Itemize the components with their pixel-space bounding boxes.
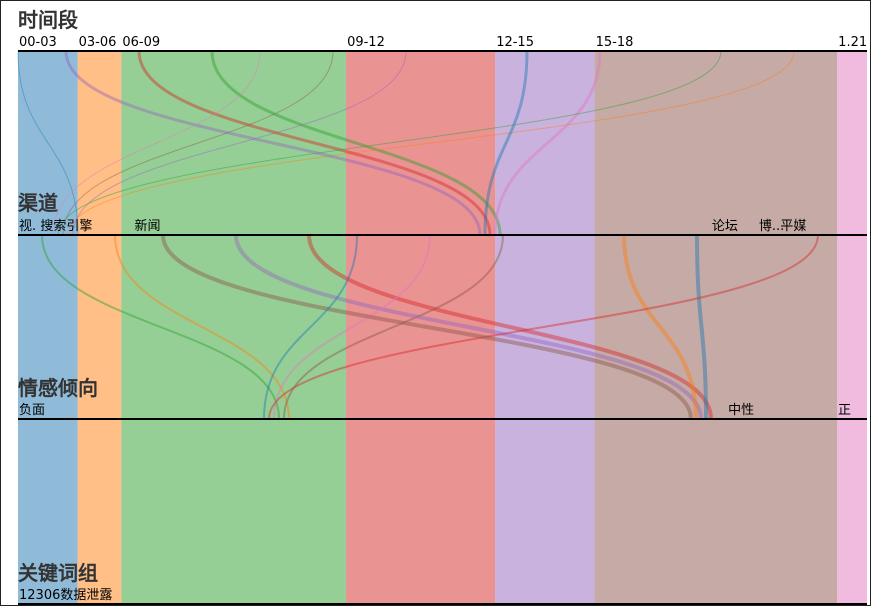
thin-link [161, 234, 693, 420]
thin-link [283, 234, 504, 420]
thin-link [52, 50, 261, 236]
ribbon-band [346, 51, 496, 235]
thin-link [695, 234, 708, 420]
thin-link [17, 50, 79, 236]
thin-links [17, 50, 819, 420]
thin-link [263, 234, 358, 420]
thin-link [114, 234, 290, 420]
thin-link [622, 234, 698, 420]
ribbon-band [594, 51, 838, 235]
category-label[interactable]: 论坛 [712, 219, 738, 234]
category-label[interactable]: 搜索引擎 [40, 219, 92, 234]
ribbons [18, 51, 867, 604]
category-label[interactable]: 博... [759, 219, 784, 234]
category-label[interactable]: 负面 [19, 403, 45, 418]
ribbon-band [346, 419, 496, 604]
category-label[interactable]: 12-15 [496, 35, 534, 50]
ribbon-band [495, 51, 595, 235]
category-label[interactable]: 00-03 [19, 35, 57, 50]
thin-link [137, 50, 492, 236]
category-label[interactable]: 平媒 [780, 219, 806, 234]
dimension-title: 时间段 [18, 8, 78, 32]
thin-link [67, 50, 795, 236]
thin-link [72, 50, 407, 236]
ribbon-band [594, 419, 838, 604]
dimension-title: 情感倾向 [18, 376, 98, 400]
category-label[interactable]: 中性 [728, 403, 754, 418]
category-label[interactable]: 12306数据泄露 [19, 588, 112, 603]
category-label[interactable]: 新闻 [134, 218, 160, 234]
ribbon-band [495, 419, 595, 604]
thin-link [41, 234, 280, 420]
ribbon-band [77, 419, 122, 604]
ribbon-band [121, 235, 347, 419]
ribbon-band [594, 235, 838, 419]
ribbon-band [18, 419, 78, 604]
thin-link [493, 50, 602, 236]
ribbon-band [346, 235, 496, 419]
category-label[interactable]: 03-06 [79, 35, 117, 50]
thin-link [57, 50, 722, 236]
ribbon-band [495, 235, 595, 419]
thin-link [234, 234, 703, 420]
category-label[interactable]: 15-18 [596, 35, 634, 50]
thin-link [62, 50, 334, 236]
ribbon-band [837, 419, 867, 604]
ribbon-band [837, 51, 867, 235]
ribbon-band [18, 51, 78, 235]
thin-link [273, 234, 431, 420]
thin-link [64, 50, 482, 236]
category-label[interactable]: 09-12 [347, 35, 385, 50]
ribbon-band [77, 51, 122, 235]
thin-link [210, 50, 502, 236]
dimension-title: 关键词组 [18, 561, 98, 585]
thin-link [268, 234, 819, 420]
dimension-title: 渠道 [18, 191, 58, 215]
thin-link [307, 234, 713, 420]
category-label[interactable]: 06-09 [122, 35, 160, 50]
category-label[interactable]: 正 [838, 403, 851, 418]
ribbon-band [18, 235, 78, 419]
category-label[interactable]: 1.21 [838, 35, 867, 50]
ribbon-band [77, 235, 122, 419]
thin-link [483, 50, 529, 236]
ribbon-band [121, 51, 347, 235]
ribbon-band [837, 235, 867, 419]
category-label[interactable]: 视. [19, 219, 36, 234]
ribbon-band [121, 419, 347, 604]
